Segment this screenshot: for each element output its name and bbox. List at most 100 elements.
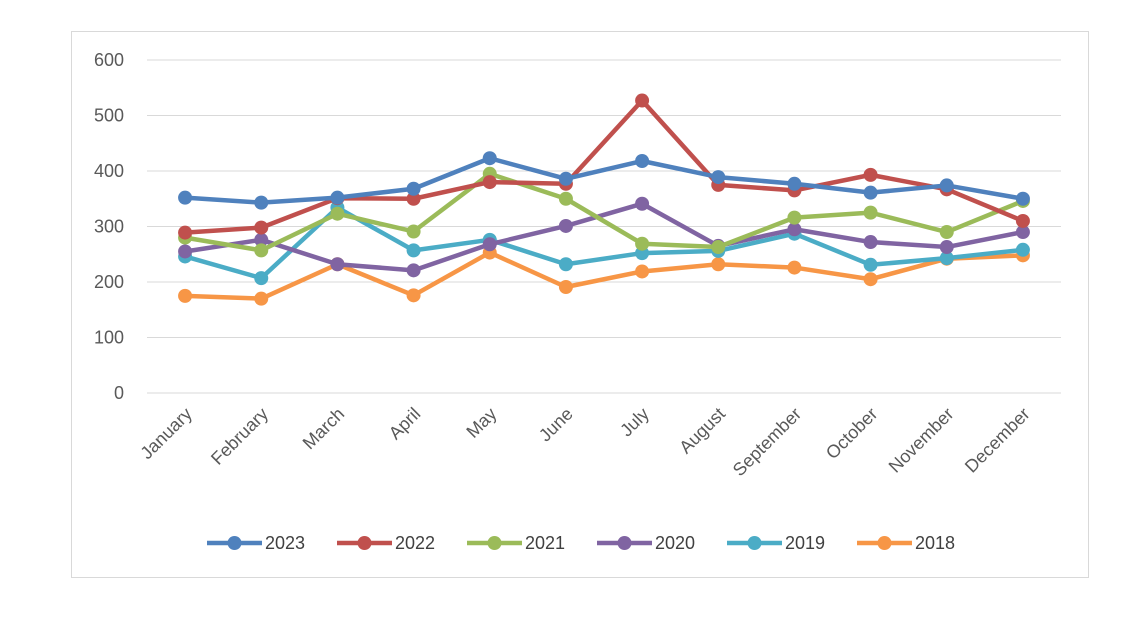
data-point [787, 210, 802, 225]
data-point [863, 272, 878, 287]
legend-item-2020: 2020 [597, 533, 695, 553]
data-point [406, 181, 421, 196]
legend-label: 2019 [785, 533, 825, 553]
x-tick-label: November [885, 404, 958, 477]
y-tick-label: 0 [114, 383, 124, 403]
y-tick-label: 500 [94, 106, 124, 126]
data-point [939, 225, 954, 240]
data-point [254, 243, 269, 258]
x-tick-label: December [961, 404, 1034, 477]
data-point [635, 154, 650, 169]
line-chart: 0 100 200 300 400 500 600 January February March… [94, 50, 1061, 553]
x-tick-label: March [299, 404, 349, 454]
legend: 2023 2022 2021 2020 2019 2018 [207, 533, 955, 553]
data-point [482, 151, 497, 166]
data-point [254, 271, 269, 286]
data-point [558, 218, 573, 233]
data-point [558, 279, 573, 294]
data-point [863, 185, 878, 200]
x-tick-label: April [385, 404, 425, 444]
legend-item-2022: 2022 [337, 533, 435, 553]
data-point [178, 190, 193, 205]
data-point [1015, 242, 1030, 257]
chart-area: 0 100 200 300 400 500 600 January February March… [71, 31, 1089, 578]
data-point [254, 220, 269, 235]
legend-swatch-marker [487, 536, 502, 550]
legend-item-2019: 2019 [727, 533, 825, 553]
data-point [558, 191, 573, 206]
series-2023 [178, 151, 1030, 210]
legend-swatch-marker [877, 536, 892, 550]
data-point [939, 240, 954, 255]
data-point [635, 264, 650, 279]
x-tick-label: October [822, 404, 881, 463]
data-point [939, 251, 954, 266]
x-tick-label: July [616, 404, 653, 441]
data-point [330, 190, 345, 205]
data-point [254, 232, 269, 247]
series-line [182, 201, 1026, 273]
legend-label: 2018 [915, 533, 955, 553]
data-point [178, 244, 193, 259]
legend-swatch-marker [357, 536, 372, 550]
data-point [635, 236, 650, 251]
data-point [482, 237, 497, 252]
data-point [863, 167, 878, 182]
x-tick-label: May [462, 404, 500, 442]
series-line [182, 250, 1026, 301]
legend-label: 2021 [525, 533, 565, 553]
data-point [254, 291, 269, 306]
series-line [182, 171, 1026, 253]
data-point [711, 170, 726, 185]
data-point [406, 288, 421, 303]
data-point [406, 243, 421, 258]
legend-item-2021: 2021 [467, 533, 565, 553]
x-tick-label: February [207, 404, 272, 469]
data-point [330, 257, 345, 272]
data-point [711, 240, 726, 255]
legend-label: 2022 [395, 533, 435, 553]
legend-swatch-marker [747, 536, 762, 550]
legend-label: 2023 [265, 533, 305, 553]
data-point [635, 196, 650, 211]
y-tick-label: 200 [94, 272, 124, 292]
data-point [178, 288, 193, 303]
y-tick-label: 600 [94, 50, 124, 70]
data-point [711, 257, 726, 272]
data-point [787, 176, 802, 191]
data-point [482, 175, 497, 190]
data-point [863, 205, 878, 220]
data-point [863, 257, 878, 272]
data-point [406, 224, 421, 239]
data-point [558, 257, 573, 272]
y-tick-label: 100 [94, 328, 124, 348]
y-tick-label: 400 [94, 161, 124, 181]
series-2020 [178, 196, 1030, 278]
series-line [182, 155, 1026, 205]
data-point [787, 260, 802, 275]
legend-label: 2020 [655, 533, 695, 553]
series-2021 [178, 166, 1030, 258]
legend-swatch-marker [227, 536, 242, 550]
y-axis-tick-labels: 0 100 200 300 400 500 600 [94, 50, 124, 403]
data-point [1015, 225, 1030, 240]
data-point [787, 222, 802, 237]
x-axis-tick-labels: January February March April May June July Augu… [136, 404, 1033, 480]
data-point [178, 225, 193, 240]
data-point [1015, 191, 1030, 206]
data-point [635, 93, 650, 108]
y-tick-label: 300 [94, 217, 124, 237]
data-point [939, 178, 954, 193]
data-point [863, 235, 878, 250]
x-tick-label: June [535, 404, 577, 446]
data-point [330, 206, 345, 221]
legend-item-2023: 2023 [207, 533, 305, 553]
data-point [1015, 213, 1030, 228]
series-lines [178, 93, 1030, 306]
data-point [406, 191, 421, 206]
x-tick-label: January [136, 404, 195, 463]
data-point [406, 263, 421, 278]
data-point [558, 171, 573, 186]
x-tick-label: September [729, 404, 805, 480]
legend-swatch-marker [617, 536, 632, 550]
